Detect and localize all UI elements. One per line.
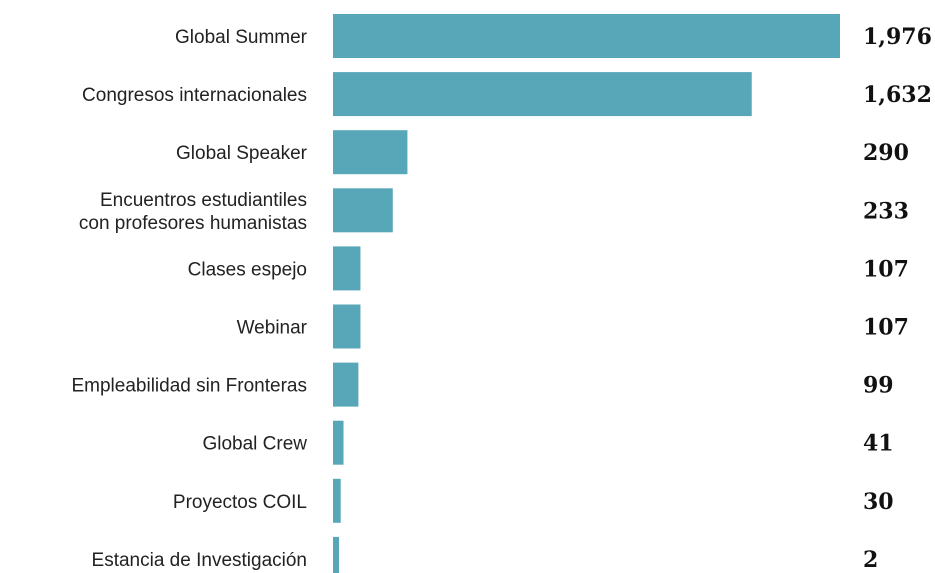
value-label-4: 107: [863, 256, 909, 282]
category-label-line: Estancia de Investigación: [92, 550, 307, 571]
value-labels: 1,976 1,632 290 233 107 107 99 41 30 2: [863, 24, 932, 573]
category-label-line: Clases espejo: [188, 259, 307, 280]
value-label-5: 107: [863, 315, 909, 341]
category-label-9: Estancia de Investigación: [92, 550, 307, 571]
category-label-line: Congresos internacionales: [82, 85, 307, 106]
bar-8: [333, 478, 341, 523]
category-label-4: Clases espejo: [188, 259, 307, 280]
value-label-2: 290: [863, 140, 909, 166]
category-label-line: Global Speaker: [176, 143, 308, 164]
value-label-9: 2: [863, 547, 878, 573]
value-label-8: 30: [863, 489, 894, 515]
value-label-0: 1,976: [863, 24, 932, 50]
category-label-2: Global Speaker: [176, 143, 308, 164]
bar-0: [333, 14, 840, 58]
category-label-line: Empleabilidad sin Fronteras: [71, 376, 307, 397]
category-label-line: Proyectos COIL: [173, 492, 307, 513]
category-label-line: Global Crew: [202, 434, 307, 455]
category-label-0: Global Summer: [175, 27, 308, 48]
category-label-7: Global Crew: [202, 434, 307, 455]
category-label-1: Congresos internacionales: [82, 85, 307, 106]
bars: [333, 14, 840, 573]
bar-2: [333, 130, 408, 175]
bar-6: [333, 362, 359, 407]
bar-4: [333, 246, 361, 291]
category-label-6: Empleabilidad sin Fronteras: [71, 376, 307, 397]
bar-7: [333, 420, 344, 465]
bar-5: [333, 304, 361, 349]
category-label-line: Webinar: [237, 318, 308, 339]
value-label-7: 41: [863, 431, 894, 457]
category-label-8: Proyectos COIL: [173, 492, 307, 513]
category-label-line: Encuentros estudiantiles: [100, 190, 307, 211]
category-label-5: Webinar: [237, 318, 308, 339]
bar-9: [333, 536, 339, 573]
bar-1: [333, 72, 752, 117]
category-label-line: con profesores humanistas: [79, 213, 307, 234]
value-label-1: 1,632: [863, 82, 932, 108]
value-label-6: 99: [863, 373, 894, 399]
category-labels: Global Summer Congresos internacionales Gl…: [71, 27, 307, 571]
value-label-3: 233: [863, 198, 909, 224]
category-label-line: Global Summer: [175, 27, 308, 48]
category-label-3: Encuentros estudiantiles con profesores h…: [79, 190, 307, 234]
bar-3: [333, 188, 393, 233]
